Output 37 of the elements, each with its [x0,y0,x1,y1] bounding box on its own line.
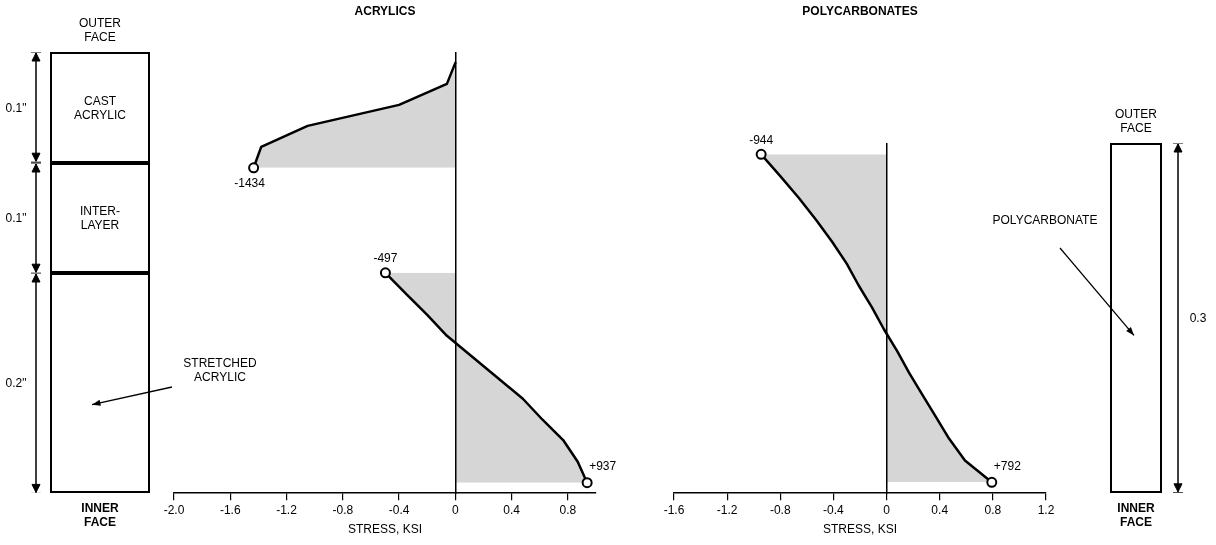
x-tick-label: -1.2 [716,502,738,517]
x-tick-label: -0.8 [769,502,791,517]
x-tick-label: 0.4 [503,502,521,517]
chart-title: ACRYLICS [354,3,416,18]
x-tick-label: -1.2 [276,502,298,517]
x-tick-label: -1.6 [663,502,685,517]
annotation: -944 [749,132,774,147]
text: 0.1" [4,100,28,115]
x-tick-label: 0.8 [559,502,577,517]
text: 0.1" [4,210,28,225]
x-axis-title: STRESS, KSI [822,522,898,537]
x-tick-label: -2.0 [163,502,185,517]
text: OUTER FACE [1114,107,1158,136]
annotation: -497 [373,251,398,266]
text: OUTER FACE [78,16,122,45]
text: INNER FACE [80,501,120,530]
text: INTER-LAYER [79,203,121,232]
text: CAST ACRYLIC [73,93,127,122]
x-tick-label: 0 [883,502,891,517]
annotation: POLYCARBONATE [991,213,1099,228]
x-tick-label: 0 [451,502,459,517]
x-tick-label: 1.2 [1037,502,1055,517]
x-tick-label: 0.4 [931,502,949,517]
text: 0.2" [4,376,28,390]
x-tick-label: -0.8 [332,502,354,517]
annotation: +792 [993,458,1022,473]
annotation: +937 [589,459,617,474]
x-axis-title: STRESS, KSI [347,522,423,537]
x-tick-label: -0.4 [388,502,410,517]
x-tick-label: -0.4 [823,502,845,517]
chart-title: POLYCARBONATES [802,3,918,18]
annotation: -1434 [234,176,266,191]
x-tick-label: -1.6 [219,502,241,517]
x-tick-label: 0.8 [984,502,1002,517]
text: 0.3 [1188,311,1208,326]
text: INNER FACE [1116,501,1156,530]
annotation: STRETCHED ACRYLIC [182,355,258,384]
